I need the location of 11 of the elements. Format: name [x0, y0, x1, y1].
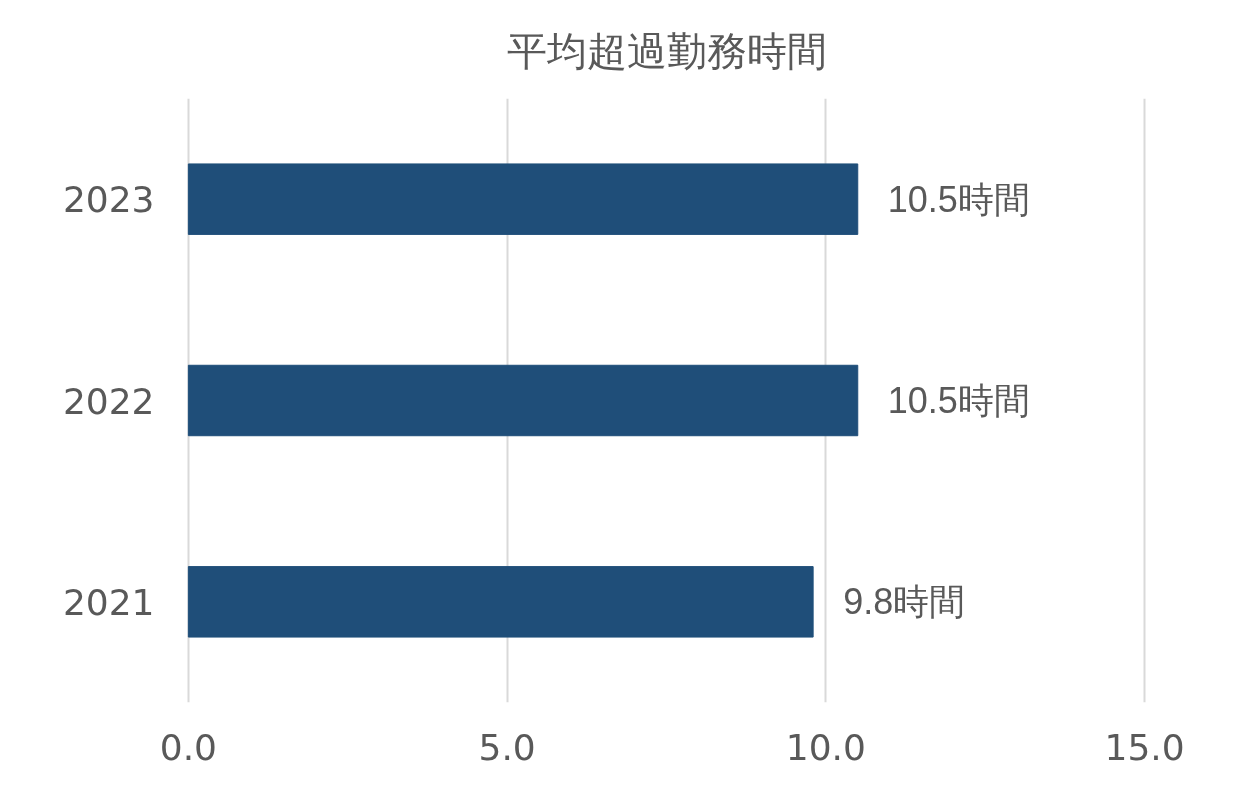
y-tick-label: 2023 [62, 179, 155, 221]
x-tick-label: 10.0 [785, 726, 866, 768]
data-label: 10.5時間 [887, 178, 1030, 220]
data-label: 9.8時間 [843, 581, 966, 623]
x-tick-label: 15.0 [1104, 726, 1185, 768]
x-tick-label: 0.0 [159, 726, 218, 768]
x-tick-label: 5.0 [478, 726, 536, 768]
chart-title: 平均超過勤務時間 [506, 27, 827, 74]
y-tick-label: 2021 [62, 581, 155, 623]
data-label: 10.5時間 [887, 380, 1030, 421]
y-tick-label: 2022 [62, 380, 155, 422]
